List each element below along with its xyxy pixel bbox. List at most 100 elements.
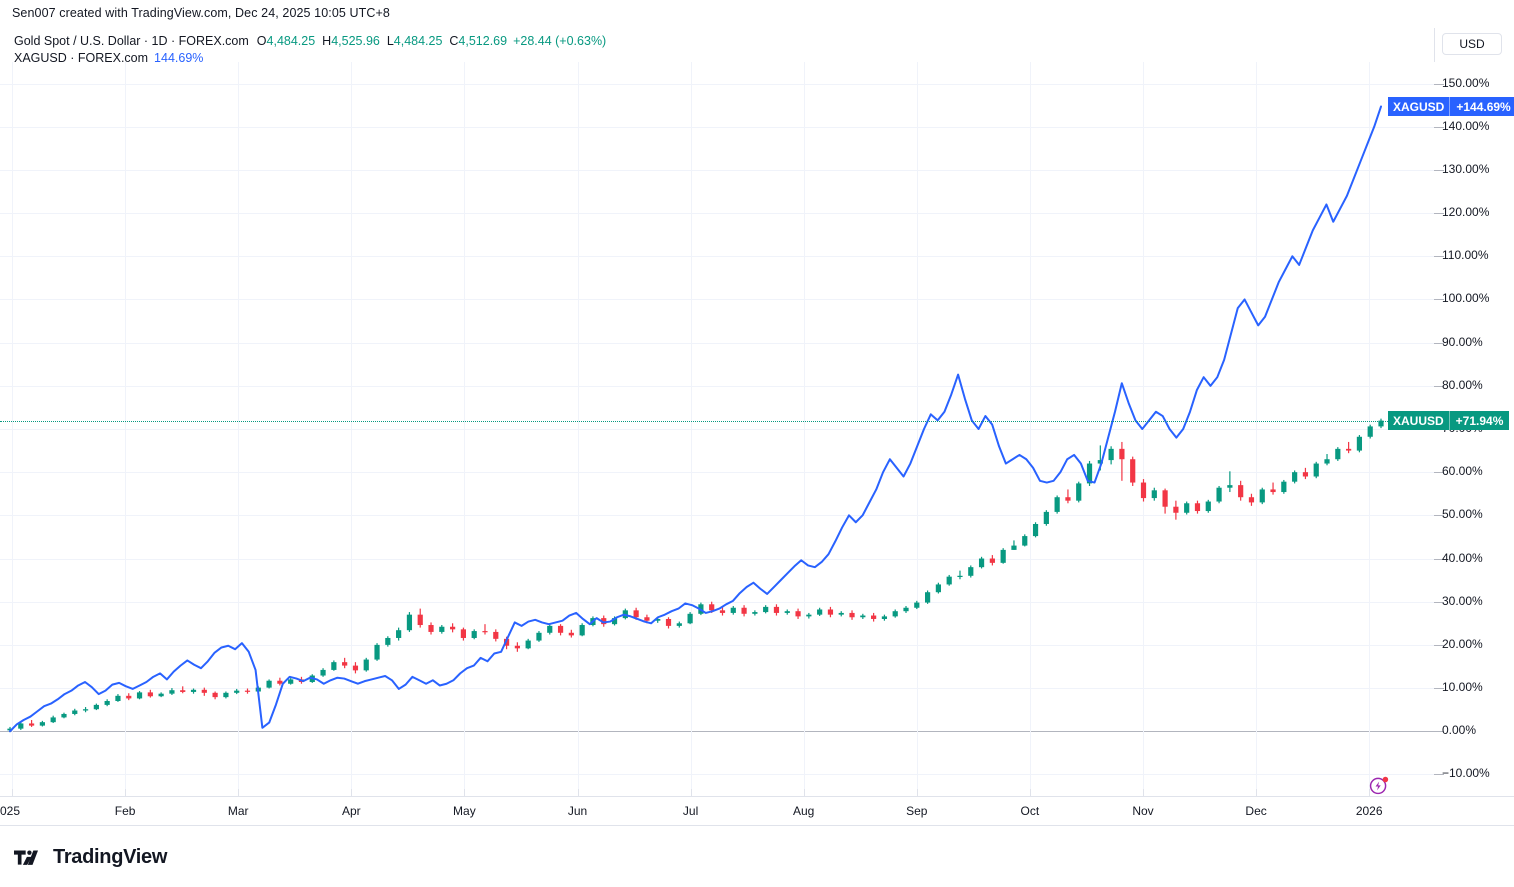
candle-body: [881, 616, 888, 619]
candle-body: [1011, 545, 1017, 550]
gridline-vertical: [690, 62, 692, 796]
gridline-horizontal: [0, 256, 1434, 258]
candle-body: [1324, 459, 1330, 464]
candle-body: [795, 611, 801, 617]
candle-body: [1043, 511, 1049, 524]
badge-symbol-xauusd: XAUUSD: [1393, 413, 1444, 428]
tradingview-brand-text: TradingView: [53, 846, 168, 868]
candle-body: [223, 692, 229, 698]
candle-body: [234, 690, 240, 693]
candle-body: [104, 701, 110, 705]
price-tick-label: 140.00%: [1442, 118, 1490, 133]
candle-body: [1292, 472, 1298, 482]
gridline-vertical: [1256, 62, 1258, 796]
price-tick-dash: [1434, 558, 1444, 560]
candle-wick: [1121, 441, 1123, 481]
candle-body: [860, 615, 866, 618]
gridline-horizontal: [0, 126, 1434, 128]
candle-body: [892, 611, 898, 617]
candle-body: [730, 607, 736, 613]
time-axis-label: May: [453, 804, 476, 818]
ohlc-close-label: C: [449, 34, 459, 48]
candle-body: [665, 618, 672, 626]
price-badge-xauusd[interactable]: XAUUSD +71.94%: [1388, 411, 1510, 431]
candle-body: [1227, 485, 1233, 488]
candle-wick: [1067, 489, 1069, 504]
gridline-vertical: [464, 62, 466, 796]
candle-wick: [484, 624, 486, 635]
price-tick-label: 0.00%: [1442, 723, 1477, 738]
time-axis-label: Aug: [793, 804, 815, 818]
candle-body: [817, 609, 823, 615]
currency-unit-button[interactable]: USD: [1442, 33, 1502, 55]
badge-symbol-xagusd: XAGUSD: [1393, 99, 1445, 114]
candle-body: [536, 632, 542, 641]
candle-body: [1346, 448, 1352, 451]
price-tick-dash: [1434, 126, 1444, 128]
candle-body: [1238, 485, 1244, 498]
time-axis-label: Sep: [906, 804, 928, 818]
time-tick-separator: [1029, 789, 1031, 797]
time-tick-separator: [125, 789, 127, 797]
candle-body: [158, 693, 164, 697]
time-axis-label: Feb: [114, 804, 136, 818]
candle-body: [1000, 549, 1006, 563]
time-tick-separator: [690, 789, 692, 797]
candle-body: [1216, 487, 1222, 502]
gridline-horizontal: [0, 429, 1434, 430]
time-axis-label: Oct: [1020, 804, 1040, 818]
price-tick-dash: [1434, 213, 1444, 215]
price-tick-label: 10.00%: [1442, 680, 1483, 695]
candle-body: [741, 607, 747, 614]
time-scale[interactable]: 025 Feb Mar Apr May Jun Jul Aug Sep Oct Nov Dec 2026: [0, 789, 1514, 826]
candle-body: [201, 689, 207, 693]
price-tick-label: 130.00%: [1442, 161, 1490, 176]
price-tick-dash: [1434, 83, 1444, 85]
ohlc-low-value: 4,484.25: [393, 34, 443, 48]
candle-body: [266, 680, 272, 688]
time-axis-label: Apr: [341, 804, 361, 818]
candle-body: [644, 617, 650, 621]
gridline-horizontal: [0, 644, 1434, 646]
ohlc-high-label: H: [322, 34, 332, 48]
gridline-horizontal: [0, 688, 1434, 690]
ohlc-close-value: 4,512.69: [458, 34, 508, 48]
badge-value-xauusd: +71.94%: [1448, 411, 1510, 431]
gridline-horizontal: [0, 213, 1434, 215]
candle-body: [72, 710, 78, 714]
legend-secondary-title[interactable]: XAGUSD · FOREX.com: [14, 51, 149, 65]
candle-body: [406, 614, 413, 631]
candle-wick: [1348, 441, 1350, 454]
time-axis-label: Mar: [227, 804, 249, 818]
candle-body: [709, 604, 715, 611]
tradingview-logo-icon: [14, 850, 38, 865]
candle-body: [180, 690, 186, 692]
candle-body: [450, 626, 456, 630]
candle-body: [1302, 472, 1309, 477]
lightning-replay-icon[interactable]: [1368, 774, 1390, 796]
ohlc-high-value: 4,525.96: [331, 34, 380, 48]
legend-symbol-title[interactable]: Gold Spot / U.S. Dollar · 1D · FOREX.com: [14, 34, 249, 48]
price-tick-dash: [1434, 774, 1444, 776]
ohlc-change: +28.44 (+0.63%): [513, 34, 607, 48]
candle-body: [1335, 448, 1341, 460]
price-tick-dash: [1434, 731, 1444, 733]
ohlc-open-label: O: [256, 34, 267, 48]
gridline-vertical: [1029, 62, 1031, 796]
candle-body: [331, 662, 337, 670]
price-tick-label: 50.00%: [1442, 507, 1483, 522]
candle-body: [989, 558, 995, 563]
chart-plot-area[interactable]: [0, 62, 1434, 796]
price-badge-xagusd[interactable]: XAGUSD +144.69%: [1388, 97, 1514, 116]
candle-body: [1022, 536, 1028, 546]
candle-body: [1173, 506, 1179, 513]
candle-body: [277, 680, 283, 684]
time-tick-separator: [464, 789, 466, 797]
candle-body: [773, 606, 780, 613]
gridline-vertical: [577, 62, 579, 796]
time-tick-separator: [803, 789, 805, 797]
candle-body: [1378, 420, 1384, 427]
candle-body: [147, 692, 153, 697]
gridline-horizontal: [0, 385, 1434, 387]
candle-body: [93, 704, 99, 710]
